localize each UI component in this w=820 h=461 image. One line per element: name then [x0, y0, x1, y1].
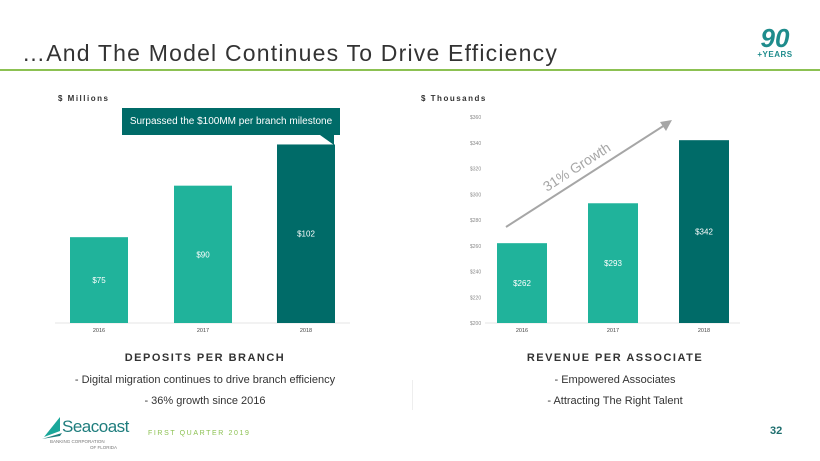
left-unit-label: $ Millions [58, 94, 110, 103]
x-tick-label: 2016 [93, 328, 105, 334]
x-tick-label: 2017 [197, 328, 209, 334]
arrowhead-icon [660, 120, 672, 131]
y-tick-label: $280 [470, 218, 481, 224]
data-label: $262 [513, 279, 531, 288]
logo-text: +YEARS [757, 50, 793, 59]
y-tick-label: $320 [470, 167, 481, 173]
bar-2018 [679, 140, 729, 323]
left-bullet-2: - 36% growth since 2016 [144, 395, 266, 407]
growth-arrow [505, 122, 669, 228]
x-tick-label: 2018 [300, 328, 312, 334]
bar-2016 [497, 243, 547, 323]
page-number: 32 [770, 425, 783, 437]
data-label: $102 [297, 230, 315, 239]
x-tick-label: 2016 [516, 328, 528, 334]
brand-sub1: BANKING CORPORATION [50, 439, 105, 444]
bar-2017 [174, 185, 232, 323]
y-tick-label: $220 [470, 295, 481, 301]
bar-2017 [588, 203, 638, 323]
y-tick-label: $340 [470, 141, 481, 147]
page-title: …And The Model Continues To Drive Effici… [22, 40, 559, 66]
y-tick-label: $260 [470, 244, 481, 250]
logo-number: 90 [760, 23, 790, 53]
data-label: $75 [92, 276, 106, 285]
y-tick-label: $200 [470, 321, 481, 327]
left-chart-title: DEPOSITS PER BRANCH [124, 352, 286, 364]
right-chart-title: REVENUE PER ASSOCIATE [526, 352, 704, 364]
title-divider [0, 69, 820, 71]
growth-annotation: 31% Growth [540, 139, 613, 194]
footer-quarter: FIRST QUARTER 2019 [148, 430, 251, 437]
right-bullet-1: - Empowered Associates [554, 374, 676, 386]
sail-icon [42, 417, 62, 439]
90-years-logo: 90 +YEARS [757, 23, 793, 60]
y-tick-label: $240 [470, 270, 481, 276]
right-bullet-2: - Attracting The Right Talent [547, 395, 683, 407]
y-tick-label: $300 [470, 192, 481, 198]
y-tick-label: $360 [470, 115, 481, 121]
data-label: $293 [604, 259, 622, 268]
bar-2016 [70, 237, 128, 323]
brand-sub2: OF FLORIDA [90, 445, 118, 450]
left-bullet-1: - Digital migration continues to drive b… [74, 374, 336, 386]
milestone-callout: Surpassed the $100MM per branch mileston… [122, 108, 340, 145]
x-tick-label: 2018 [698, 328, 710, 334]
divider [412, 380, 413, 410]
x-tick-label: 2017 [607, 328, 619, 334]
data-label: $342 [695, 228, 713, 237]
brand-name: Seacoast [62, 417, 129, 436]
right-unit-label: $ Thousands [421, 94, 487, 103]
seacoast-logo: Seacoast BANKING CORPORATION OF FLORIDA [38, 415, 130, 453]
data-label: $90 [196, 250, 210, 259]
bar-2018 [277, 144, 335, 323]
